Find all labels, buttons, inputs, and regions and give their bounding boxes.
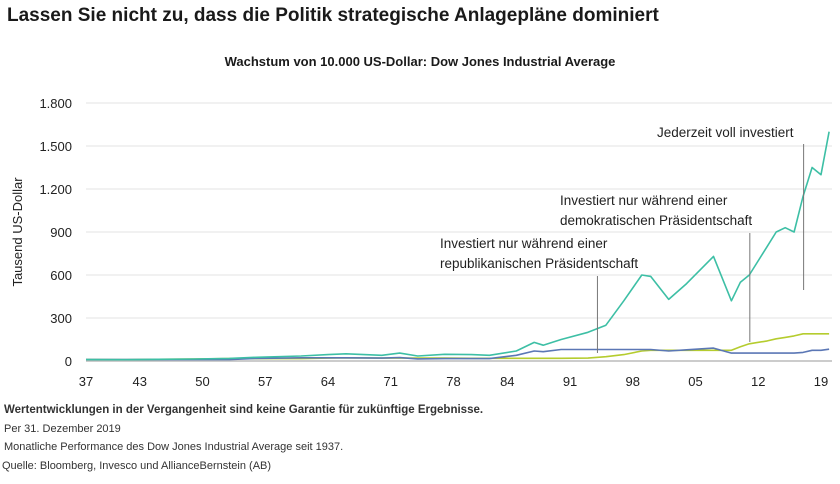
line-chart: 0 300 600 900 1.200 1.500 1.800 37 43 50 57 64 71 78 8…: [10, 96, 832, 389]
disclaimer: Wertentwicklungen in der Vergangenheit s…: [4, 404, 484, 416]
x-tick-label: 64: [321, 374, 335, 389]
y-axis-label: Tausend US-Dollar: [10, 177, 25, 287]
y-tick-label: 600: [50, 268, 72, 283]
series-line-1: [86, 347, 830, 361]
x-tick-label: 91: [563, 374, 577, 389]
x-tick-label: 57: [258, 374, 272, 389]
x-tick-label: 71: [384, 374, 398, 389]
y-tick-label: 300: [50, 311, 72, 326]
x-tick-label: 05: [688, 374, 702, 389]
y-tick-label: 1.500: [39, 139, 72, 154]
series-line-2: [85, 333, 830, 361]
annotation-label: Investiert nur während einer: [440, 236, 608, 251]
source-note: Quelle: Bloomberg, Invesco und AllianceB…: [2, 460, 272, 472]
annotation-label: Jederzeit voll investiert: [657, 125, 794, 140]
y-tick-label: 1.800: [39, 96, 72, 111]
x-tick-label: 37: [79, 374, 93, 389]
y-tick-label: 1.200: [39, 182, 72, 197]
y-tick-label: 0: [65, 354, 72, 369]
page-title: Lassen Sie nicht zu, dass die Politik st…: [7, 5, 659, 26]
annotation-label: republikanischen Präsidentschaft: [440, 256, 638, 271]
date-note: Per 31. Dezember 2019: [4, 423, 121, 435]
y-tick-label: 900: [50, 225, 72, 240]
x-tick-label: 19: [814, 374, 828, 389]
x-tick-label: 50: [195, 374, 209, 389]
method-note: Monatliche Performance des Dow Jones Ind…: [4, 441, 344, 453]
x-tick-label: 98: [626, 374, 640, 389]
chart-title: Wachstum von 10.000 US-Dollar: Dow Jones…: [224, 54, 616, 69]
series-line-0: [85, 131, 830, 361]
annotation-label: demokratischen Präsidentschaft: [560, 213, 752, 228]
x-tick-label: 78: [446, 374, 460, 389]
annotation-label: Investiert nur während einer: [560, 193, 728, 208]
x-tick-label: 84: [500, 374, 514, 389]
x-tick-label: 43: [133, 374, 147, 389]
x-tick-label: 12: [751, 374, 765, 389]
